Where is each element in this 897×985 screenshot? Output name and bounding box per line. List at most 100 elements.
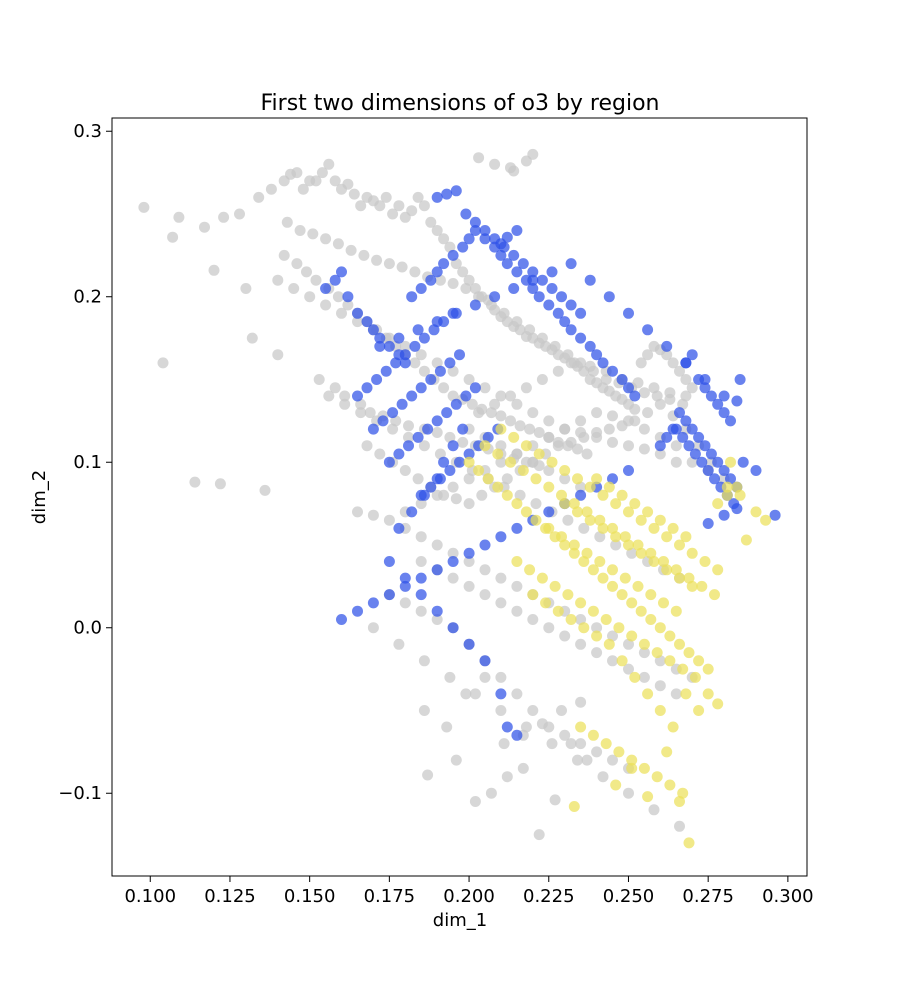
scatter-point bbox=[572, 473, 583, 485]
scatter-point bbox=[390, 357, 402, 369]
scatter-point bbox=[591, 473, 603, 485]
scatter-point bbox=[450, 493, 462, 505]
scatter-point bbox=[623, 382, 634, 394]
scatter-point bbox=[272, 274, 284, 286]
scatter-point bbox=[501, 771, 513, 783]
scatter-point bbox=[434, 274, 446, 286]
scatter-point bbox=[568, 539, 580, 551]
scatter-point bbox=[511, 316, 523, 328]
scatter-point bbox=[616, 374, 628, 385]
scatter-point bbox=[406, 390, 418, 402]
scatter-point bbox=[167, 231, 179, 243]
scatter-point bbox=[562, 514, 574, 526]
scatter-point bbox=[367, 597, 379, 609]
scatter-point bbox=[543, 622, 555, 634]
scatter-point bbox=[501, 258, 513, 270]
scatter-point bbox=[329, 274, 341, 286]
scatter-point bbox=[441, 721, 453, 733]
scatter-point bbox=[520, 506, 532, 518]
scatter-point bbox=[559, 539, 571, 551]
scatter-point bbox=[575, 738, 587, 750]
scatter-point bbox=[705, 390, 717, 402]
scatter-point bbox=[520, 721, 532, 733]
scatter-point bbox=[591, 427, 603, 438]
scatter-point bbox=[438, 456, 450, 468]
scatter-point bbox=[495, 572, 507, 584]
scatter-point bbox=[702, 518, 714, 529]
scatter-point bbox=[441, 407, 453, 419]
scatter-point bbox=[680, 357, 692, 369]
scatter-point bbox=[431, 614, 443, 625]
scatter-point bbox=[301, 266, 312, 278]
scatter-point bbox=[517, 762, 529, 774]
scatter-point bbox=[463, 233, 475, 245]
scatter-point bbox=[281, 216, 293, 228]
scatter-point bbox=[565, 258, 577, 270]
scatter-point bbox=[546, 738, 558, 750]
chart-title: First two dimensions of o3 by region bbox=[261, 91, 660, 116]
scatter-point bbox=[489, 291, 501, 303]
scatter-point bbox=[431, 225, 443, 236]
scatter-point bbox=[530, 514, 542, 526]
scatter-point bbox=[374, 340, 386, 352]
scatter-point bbox=[367, 324, 379, 336]
scatter-point bbox=[584, 481, 596, 493]
scatter-point bbox=[485, 299, 497, 311]
y-tick-label: 0.3 bbox=[73, 121, 102, 142]
scatter-point bbox=[469, 382, 481, 394]
scatter-point bbox=[272, 349, 284, 361]
scatter-point bbox=[444, 431, 456, 443]
scatter-point bbox=[686, 382, 698, 394]
scatter-point bbox=[476, 489, 488, 501]
scatter-point bbox=[336, 307, 347, 319]
x-tick-label: 0.100 bbox=[124, 886, 176, 907]
y-tick-label: 0.0 bbox=[73, 618, 102, 639]
scatter-point bbox=[482, 431, 494, 443]
scatter-point bbox=[680, 374, 692, 385]
scatter-point bbox=[447, 365, 459, 377]
x-tick-label: 0.300 bbox=[762, 886, 814, 907]
series-1 bbox=[320, 185, 781, 741]
scatter-point bbox=[508, 249, 520, 261]
scatter-point bbox=[686, 349, 698, 361]
scatter-point bbox=[431, 564, 443, 576]
scatter-point bbox=[568, 801, 580, 812]
scatter-point bbox=[568, 498, 580, 510]
scatter-point bbox=[562, 349, 574, 361]
scatter-point bbox=[725, 415, 736, 427]
scatter-point bbox=[460, 390, 472, 402]
scatter-point bbox=[505, 456, 516, 468]
scatter-point bbox=[208, 264, 220, 276]
scatter-point bbox=[689, 671, 701, 683]
scatter-point bbox=[473, 152, 485, 164]
scatter-point bbox=[348, 188, 360, 200]
scatter-point bbox=[530, 498, 542, 510]
scatter-point bbox=[393, 332, 405, 344]
scatter-point bbox=[667, 522, 679, 534]
scatter-point bbox=[648, 804, 660, 816]
scatter-point bbox=[584, 274, 596, 286]
scatter-point bbox=[737, 456, 749, 468]
scatter-point bbox=[412, 431, 424, 443]
scatter-point bbox=[575, 307, 587, 319]
scatter-point bbox=[642, 791, 654, 803]
scatter-point bbox=[712, 498, 724, 510]
scatter-point bbox=[693, 705, 705, 716]
scatter-point bbox=[565, 299, 577, 311]
scatter-point bbox=[447, 249, 459, 261]
scatter-point bbox=[629, 390, 641, 402]
scatter-point bbox=[511, 580, 523, 592]
scatter-point bbox=[603, 423, 615, 435]
scatter-point bbox=[463, 374, 475, 385]
scatter-point bbox=[479, 233, 491, 245]
scatter-point bbox=[514, 489, 526, 501]
scatter-point bbox=[670, 440, 682, 452]
scatter-point bbox=[332, 238, 344, 250]
scatter-point bbox=[581, 448, 593, 460]
scatter-point bbox=[699, 382, 711, 394]
scatter-point bbox=[626, 762, 638, 774]
scatter-point bbox=[670, 605, 682, 617]
scatter-point bbox=[658, 597, 669, 609]
scatter-point bbox=[431, 357, 443, 369]
scatter-point bbox=[377, 415, 389, 427]
